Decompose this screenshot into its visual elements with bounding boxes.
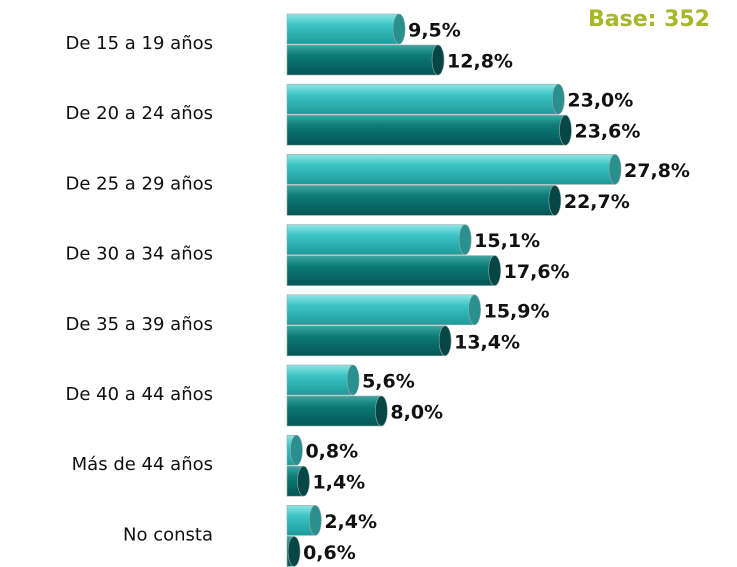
bar-cap	[297, 465, 310, 497]
value-label: 15,1%	[474, 230, 540, 252]
value-label: 5,6%	[362, 371, 415, 393]
value-label: 9,5%	[408, 20, 461, 42]
bar-cap	[346, 364, 360, 396]
bar-cap	[458, 224, 472, 255]
annotation: Base: 352	[588, 7, 710, 32]
value-label: 0,6%	[303, 542, 356, 564]
bar	[286, 325, 446, 357]
category-label: De 40 a 44 años	[66, 384, 214, 405]
bar	[286, 364, 354, 396]
bar-cap	[375, 395, 388, 427]
value-label: 2,4%	[324, 511, 377, 533]
bar	[286, 114, 566, 146]
bar	[286, 395, 382, 427]
bar-cap	[468, 294, 481, 326]
bar-cap	[290, 434, 303, 466]
bar-cap	[431, 44, 445, 76]
value-label: 23,6%	[574, 121, 640, 143]
value-label: 0,8%	[305, 441, 358, 463]
bar	[286, 224, 466, 255]
bar-cap	[559, 114, 572, 146]
value-label: 13,4%	[454, 331, 520, 353]
value-label: 15,9%	[484, 300, 550, 322]
bar	[286, 255, 495, 286]
value-label: 27,8%	[624, 160, 690, 182]
value-label: 17,6%	[504, 261, 570, 283]
bar-cap	[488, 255, 501, 286]
category-label: Más de 44 años	[72, 454, 213, 475]
bar-cap	[438, 325, 452, 357]
bar-cap	[608, 154, 622, 185]
category-label: De 25 a 29 años	[66, 173, 214, 194]
value-label: 12,8%	[447, 51, 513, 73]
bar	[286, 185, 556, 216]
bar-cap	[552, 83, 565, 115]
bar-cap	[548, 185, 562, 216]
bar	[286, 44, 439, 76]
category-label: De 15 a 19 años	[66, 33, 214, 54]
bar	[286, 294, 475, 326]
bar-cap	[309, 505, 322, 536]
bar-cap	[287, 536, 301, 567]
bar	[286, 154, 616, 185]
category-label: No consta	[123, 524, 213, 545]
value-label: 1,4%	[313, 472, 366, 494]
category-label: De 20 a 24 años	[66, 103, 214, 124]
category-label: De 30 a 34 años	[66, 244, 214, 265]
bar-cap	[392, 13, 406, 45]
bar	[286, 13, 400, 45]
value-label: 23,0%	[567, 90, 633, 112]
bar	[286, 83, 559, 115]
value-label: 22,7%	[564, 191, 630, 213]
value-label: 8,0%	[390, 402, 443, 424]
category-label: De 35 a 39 años	[66, 314, 214, 335]
